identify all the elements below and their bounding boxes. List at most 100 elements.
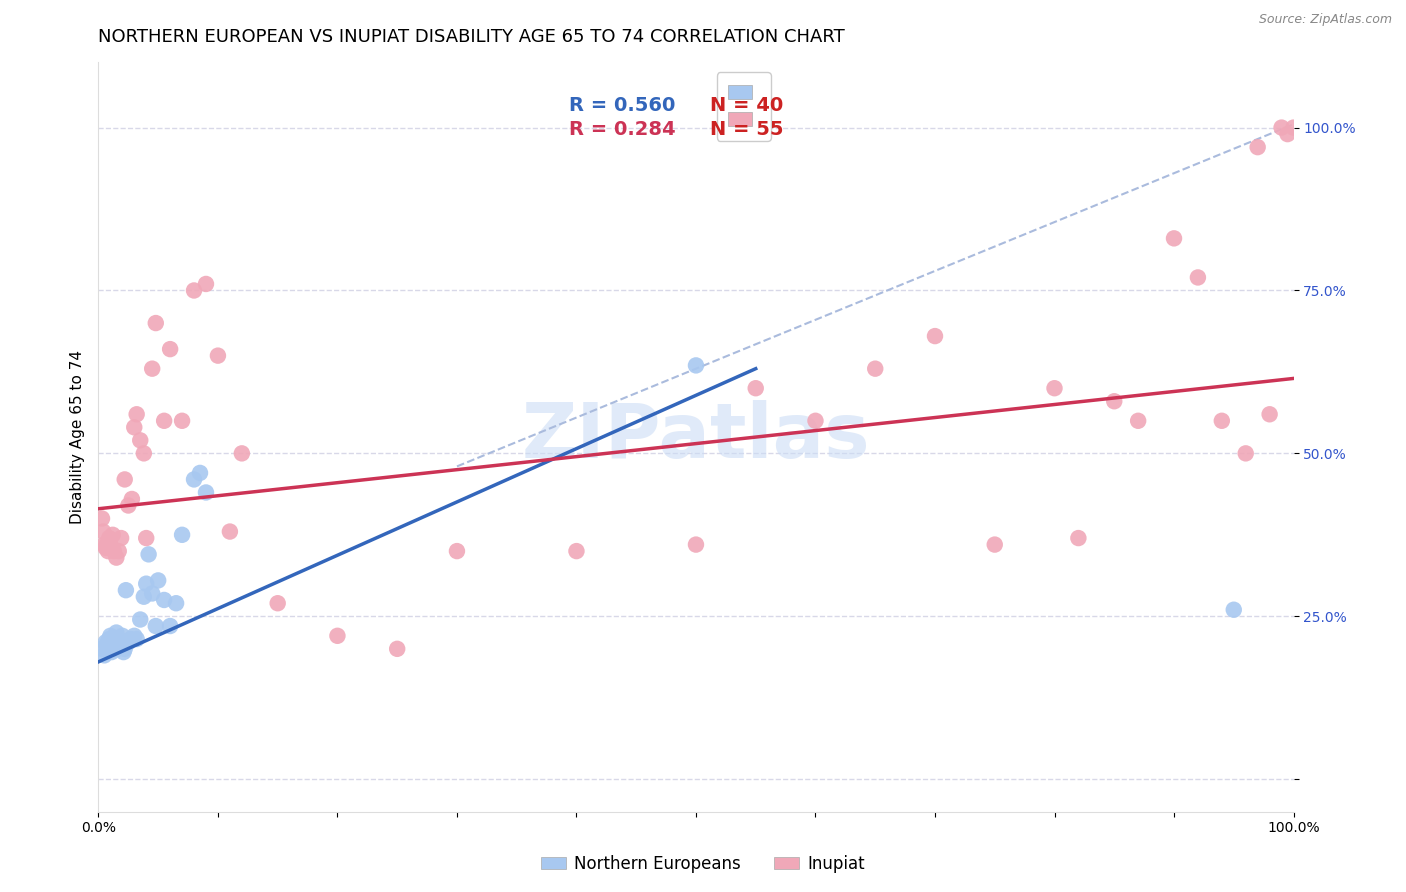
Point <box>924 329 946 343</box>
Point <box>100 645 122 659</box>
Point <box>183 472 205 486</box>
Point <box>135 576 157 591</box>
Point <box>108 639 131 653</box>
Point <box>1271 120 1294 135</box>
Point <box>125 407 148 421</box>
Point <box>165 596 187 610</box>
Point <box>98 538 122 552</box>
Point <box>103 641 125 656</box>
Point <box>1128 414 1150 428</box>
Point <box>207 349 229 363</box>
Point <box>96 538 118 552</box>
Point <box>141 361 163 376</box>
Point <box>115 583 138 598</box>
Point <box>91 511 114 525</box>
Point <box>94 635 117 649</box>
Point <box>117 635 139 649</box>
Point <box>120 632 142 646</box>
Text: ZIPatlas: ZIPatlas <box>522 401 870 474</box>
Point <box>93 538 115 552</box>
Point <box>984 538 1007 552</box>
Point <box>101 632 124 646</box>
Point <box>172 414 194 428</box>
Point <box>804 414 827 428</box>
Point <box>1211 414 1233 428</box>
Point <box>145 619 167 633</box>
Point <box>121 491 143 506</box>
Point <box>1163 231 1185 245</box>
Point <box>135 531 157 545</box>
Point <box>98 531 121 545</box>
Point <box>1067 531 1090 545</box>
Point <box>94 541 117 555</box>
Point <box>91 524 114 539</box>
Point <box>685 359 707 373</box>
Point <box>195 485 218 500</box>
Point <box>159 619 181 633</box>
Point <box>1277 127 1299 141</box>
Text: Source: ZipAtlas.com: Source: ZipAtlas.com <box>1258 13 1392 27</box>
Point <box>111 629 134 643</box>
Point <box>107 632 129 646</box>
Point <box>91 641 114 656</box>
Point <box>103 544 125 558</box>
Point <box>145 316 167 330</box>
Legend: Northern Europeans, Inupiat: Northern Europeans, Inupiat <box>534 848 872 880</box>
Point <box>114 472 136 486</box>
Point <box>153 414 176 428</box>
Point <box>1223 603 1246 617</box>
Legend: , : , <box>717 72 770 141</box>
Point <box>97 544 120 558</box>
Text: R = 0.560: R = 0.560 <box>569 95 676 115</box>
Point <box>153 593 176 607</box>
Point <box>141 586 163 600</box>
Point <box>565 544 588 558</box>
Point <box>129 434 152 448</box>
Point <box>183 284 205 298</box>
Point <box>219 524 242 539</box>
Point <box>98 629 122 643</box>
Point <box>110 531 132 545</box>
Text: N = 40: N = 40 <box>710 95 783 115</box>
Point <box>107 641 129 656</box>
Point <box>385 641 409 656</box>
Point <box>114 641 136 656</box>
Point <box>231 446 253 460</box>
Point <box>1234 446 1257 460</box>
Point <box>125 632 148 646</box>
Point <box>159 342 181 356</box>
Point <box>195 277 218 291</box>
Text: N = 55: N = 55 <box>710 120 783 139</box>
Point <box>105 625 128 640</box>
Point <box>188 466 211 480</box>
Point <box>1258 407 1281 421</box>
Point <box>110 635 132 649</box>
Text: NORTHERN EUROPEAN VS INUPIAT DISABILITY AGE 65 TO 74 CORRELATION CHART: NORTHERN EUROPEAN VS INUPIAT DISABILITY … <box>98 28 845 45</box>
Point <box>96 639 118 653</box>
Point <box>129 613 152 627</box>
Point <box>107 544 129 558</box>
Point <box>104 632 127 646</box>
Point <box>267 596 290 610</box>
Point <box>117 499 139 513</box>
Point <box>124 420 146 434</box>
Point <box>745 381 768 395</box>
Point <box>1282 120 1305 135</box>
Point <box>132 590 155 604</box>
Point <box>98 632 121 646</box>
Point <box>446 544 468 558</box>
Point <box>138 547 160 561</box>
Text: R = 0.284: R = 0.284 <box>569 120 676 139</box>
Point <box>105 550 128 565</box>
Point <box>101 528 124 542</box>
Point <box>1043 381 1066 395</box>
Point <box>124 629 146 643</box>
Point <box>1247 140 1270 154</box>
Point <box>1104 394 1126 409</box>
Point <box>865 361 887 376</box>
Point <box>1187 270 1209 285</box>
Point <box>685 538 707 552</box>
Point <box>148 574 170 588</box>
Point <box>132 446 155 460</box>
Point <box>172 528 194 542</box>
